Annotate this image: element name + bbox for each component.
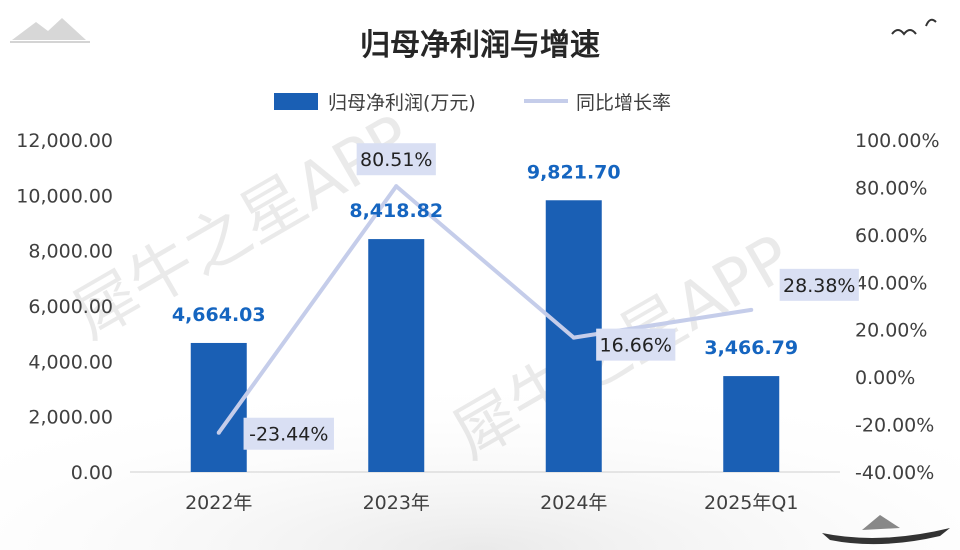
boat-icon: [822, 515, 950, 545]
line-data-label-bg: [596, 328, 676, 361]
y-right-tick-label: 80.00%: [855, 177, 927, 199]
line-point: [749, 307, 754, 312]
y-left-tick-label: 0.00: [71, 462, 113, 484]
y-left-tick-label: 8,000.00: [28, 241, 113, 263]
line-point: [571, 335, 576, 340]
legend-line-label: 同比增长率: [576, 92, 671, 114]
bar-data-label: 3,466.79: [704, 337, 798, 359]
line-data-label: 16.66%: [600, 335, 672, 357]
line-data-labels: -23.44% 80.51% 16.66% 28.38%: [243, 143, 859, 450]
y-axis-right: -40.00% -20.00% 0.00% 20.00% 40.00% 60.00% 80.…: [855, 130, 940, 484]
y-right-tick-label: 0.00%: [855, 367, 915, 389]
y-left-tick-label: 12,000.00: [16, 130, 113, 152]
line-data-label-bg: [356, 143, 436, 176]
background-mist: [0, 300, 960, 550]
birds-icon: [891, 18, 937, 36]
line-data-label: 28.38%: [783, 275, 855, 297]
x-category-label: 2024年: [540, 492, 607, 514]
y-right-tick-label: 100.00%: [855, 130, 940, 152]
chart-title: 归母净利润与增速: [360, 28, 600, 63]
y-left-tick-label: 6,000.00: [28, 296, 113, 318]
mountain-logo-icon: [10, 18, 90, 43]
y-left-tick-label: 2,000.00: [28, 407, 113, 429]
x-category-label: 2025年Q1: [704, 492, 798, 514]
legend: 归母净利润(万元) 同比增长率: [274, 92, 671, 114]
legend-bar-swatch: [274, 93, 318, 110]
x-category-label: 2023年: [363, 492, 430, 514]
y-right-tick-label: -20.00%: [855, 415, 934, 437]
x-category-label: 2022年: [185, 492, 252, 514]
y-right-tick-label: 60.00%: [855, 225, 927, 247]
y-right-tick-label: 40.00%: [855, 272, 927, 294]
bar-data-label: 9,821.70: [527, 161, 621, 183]
bar-data-label: 8,418.82: [349, 200, 443, 222]
y-axis-left: 0.00 2,000.00 4,000.00 6,000.00 8,000.00 10,0…: [16, 130, 113, 484]
y-right-tick-label: -40.00%: [855, 462, 934, 484]
line-data-label-bg: [243, 417, 334, 450]
line-data-label: 80.51%: [360, 149, 432, 171]
y-right-tick-label: 20.00%: [855, 320, 927, 342]
legend-bar-label: 归母净利润(万元): [328, 92, 476, 114]
line-series: [216, 184, 754, 435]
growth-rate-line: [217, 184, 752, 434]
x-axis-categories: 2022年 2023年 2024年 2025年Q1: [185, 492, 798, 514]
bar: [723, 376, 780, 472]
line-point: [394, 184, 399, 189]
bar: [368, 239, 425, 472]
line-data-label: -23.44%: [249, 424, 328, 446]
bar-data-label: 4,664.03: [172, 304, 266, 326]
line-point: [216, 430, 221, 435]
line-data-label-bg: [779, 268, 859, 301]
bar-data-labels: 4,664.03 8,418.82 9,821.70 3,466.79: [172, 161, 798, 359]
y-left-tick-label: 10,000.00: [16, 185, 113, 207]
y-left-tick-label: 4,000.00: [28, 351, 113, 373]
